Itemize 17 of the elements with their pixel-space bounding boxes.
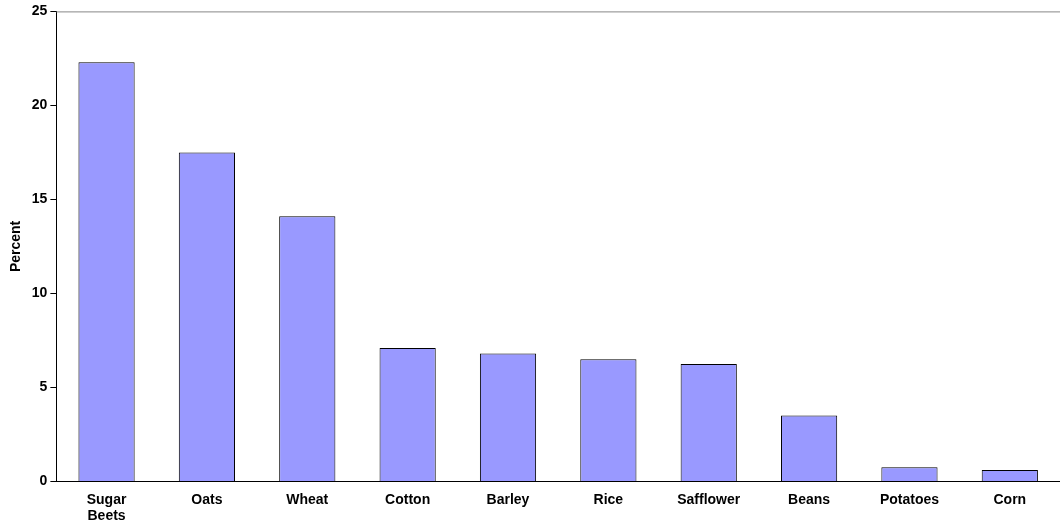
y-tick-label: 20 xyxy=(31,96,48,113)
x-tick-label: Safflower xyxy=(677,490,741,507)
x-tick-label: Cotton xyxy=(385,490,431,507)
y-tick-label: 25 xyxy=(31,2,48,19)
x-tick-label: Oats xyxy=(191,490,223,507)
x-tick-label: Barley xyxy=(486,490,530,507)
y-tick-label: 10 xyxy=(31,284,48,301)
x-tick-label: Wheat xyxy=(286,490,329,507)
x-tick-label: Sugar Beets xyxy=(86,490,127,524)
x-tick-label: Corn xyxy=(993,490,1027,507)
y-axis-title: Percent xyxy=(7,220,24,273)
y-tick-label: 15 xyxy=(31,190,48,207)
x-tick-label: Potatoes xyxy=(879,490,940,507)
x-tick-label: Beans xyxy=(788,490,831,507)
x-tick-label: Rice xyxy=(593,490,624,507)
y-tick-label: 0 xyxy=(39,472,48,489)
y-tick-label: 5 xyxy=(39,378,48,395)
